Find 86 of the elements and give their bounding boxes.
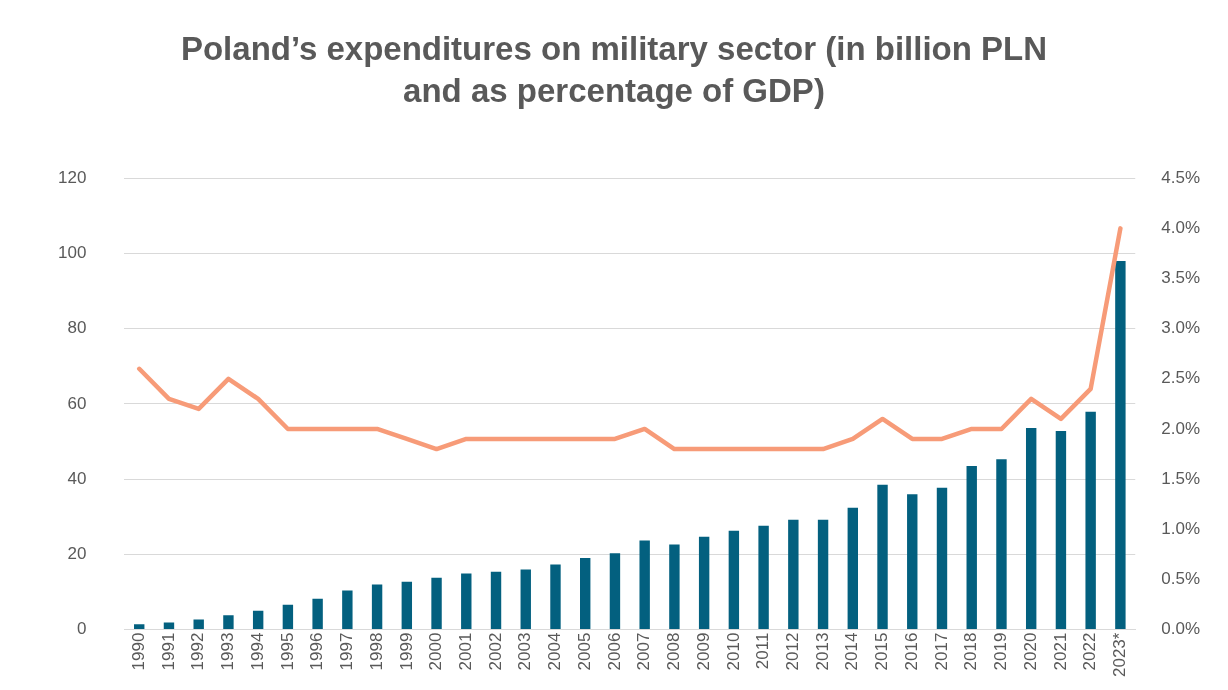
bar [163,622,175,630]
bar [758,525,769,630]
y2-tick-label: 0.5% [1161,569,1200,589]
bar [134,624,145,630]
x-tick-label: 1999 [396,632,416,671]
x-tick-label: 2007 [634,632,654,671]
y2-tick-label: 4.0% [1161,218,1200,238]
x-tick-label: 2001 [455,632,475,671]
x-tick-label: 1992 [188,632,208,671]
x-tick-label: 1993 [218,632,238,671]
bar [282,604,294,630]
y-tick-label: 80 [67,318,87,338]
bar [639,540,650,630]
x-tick-label: 2020 [1020,632,1040,671]
bar [550,564,561,630]
bar [193,619,204,630]
bar [1055,430,1067,630]
bar [936,487,948,630]
bar [223,615,234,630]
x-tick-label: 2013 [812,632,832,671]
bar [371,584,383,630]
x-tick-label: 2021 [1050,632,1070,671]
y-tick-label: 20 [67,544,87,564]
bar [431,577,442,630]
y2-tick-label: 1.0% [1161,518,1200,538]
x-tick-label: 2017 [931,632,951,671]
y2-tick-label: 2.0% [1161,418,1200,438]
bar [609,553,621,630]
bar [580,558,591,630]
x-tick-label: 2018 [961,632,981,671]
x-tick-label: 1990 [128,632,148,671]
y-tick-label: 100 [57,243,87,263]
x-tick-label: 2009 [693,632,713,671]
y-tick-label: 120 [57,167,87,187]
y-tick-label: 40 [67,468,87,488]
x-tick-label: 2023* [1110,632,1130,677]
bar [461,573,472,630]
y2-tick-label: 3.5% [1161,268,1200,288]
bar [966,465,977,630]
bar [847,507,858,630]
bar [1115,260,1126,630]
bar [698,536,710,630]
x-tick-label: 2003 [515,632,535,671]
x-tick-label: 2004 [545,632,565,671]
bar [1085,411,1096,630]
x-tick-label: 2012 [783,632,803,671]
x-tick-label: 2019 [991,632,1011,671]
y2-tick-label: 2.5% [1161,368,1200,388]
x-tick-label: 2011 [753,632,773,670]
bar [817,519,829,630]
x-tick-label: 2016 [901,632,921,671]
y2-tick-label: 4.5% [1161,167,1200,187]
bar [669,544,680,630]
bar [728,530,740,630]
bar [1025,427,1037,630]
x-tick-label: 2006 [604,632,624,671]
x-tick-label: 1991 [158,632,178,671]
x-tick-label: 1998 [366,632,386,671]
x-tick-label: 2005 [574,632,594,671]
bar [401,581,413,630]
bar [342,590,353,630]
x-tick-label: 2014 [842,632,862,671]
bar [907,494,918,630]
bar [312,598,323,630]
x-tick-label: 2010 [723,632,743,671]
x-tick-label: 2015 [872,632,892,671]
chart-title: Poland’s expenditures on military sector (in billion PLN and as percentage of GDP) [179,29,1049,111]
y2-tick-label: 3.0% [1161,318,1200,338]
y2-tick-label: 0.0% [1161,619,1200,639]
y2-tick-label: 1.5% [1161,468,1200,488]
bar [877,484,888,630]
bar [996,459,1007,630]
x-tick-label: 1994 [247,632,267,671]
y-tick-label: 0 [76,619,87,639]
y-tick-label: 60 [67,393,87,413]
x-tick-label: 1996 [307,632,327,671]
bar [490,571,502,630]
x-tick-label: 2000 [426,632,446,671]
x-tick-label: 2022 [1080,632,1100,671]
bar [788,519,799,630]
x-tick-label: 2008 [664,632,684,671]
bar [520,569,531,630]
bar [252,610,264,630]
x-tick-label: 1997 [337,632,357,671]
x-tick-label: 1995 [277,632,297,671]
x-tick-label: 2002 [485,632,505,671]
